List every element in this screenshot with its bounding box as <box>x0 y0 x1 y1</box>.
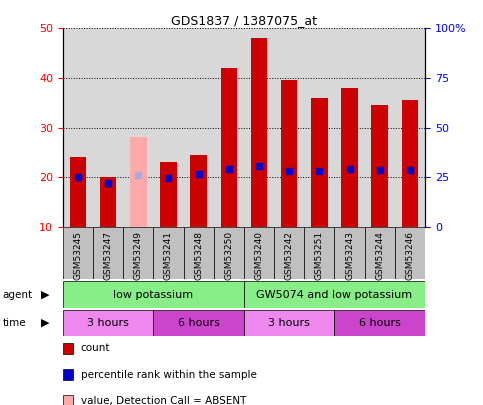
Text: 3 hours: 3 hours <box>87 318 129 328</box>
Text: percentile rank within the sample: percentile rank within the sample <box>81 370 256 379</box>
Bar <box>63 227 93 279</box>
Bar <box>190 155 207 227</box>
Text: GSM53241: GSM53241 <box>164 231 173 280</box>
Text: GSM53248: GSM53248 <box>194 231 203 280</box>
Bar <box>70 157 86 227</box>
Bar <box>334 227 365 279</box>
Text: value, Detection Call = ABSENT: value, Detection Call = ABSENT <box>81 396 246 405</box>
Text: GSM53251: GSM53251 <box>315 231 324 280</box>
Text: ▶: ▶ <box>41 290 50 300</box>
Text: GSM53249: GSM53249 <box>134 231 143 280</box>
Text: low potassium: low potassium <box>114 290 193 300</box>
Text: GSM53244: GSM53244 <box>375 231 384 280</box>
Text: ▶: ▶ <box>41 318 50 328</box>
Bar <box>244 310 334 336</box>
Bar <box>213 227 244 279</box>
Text: GSM53243: GSM53243 <box>345 231 354 280</box>
Text: count: count <box>81 343 110 353</box>
Bar <box>130 138 146 227</box>
Text: GSM53240: GSM53240 <box>255 231 264 280</box>
Bar <box>304 227 334 279</box>
Bar <box>154 227 184 279</box>
Bar <box>221 68 237 227</box>
Bar <box>184 227 213 279</box>
Text: GSM53247: GSM53247 <box>103 231 113 280</box>
Bar <box>160 162 177 227</box>
Bar <box>244 227 274 279</box>
Bar <box>371 105 388 227</box>
Text: 3 hours: 3 hours <box>268 318 310 328</box>
Bar <box>311 98 327 227</box>
Bar <box>244 281 425 308</box>
Bar <box>281 81 298 227</box>
Bar <box>341 88 358 227</box>
Bar <box>63 310 154 336</box>
Bar <box>402 100 418 227</box>
Text: GSM53245: GSM53245 <box>73 231 83 280</box>
Text: 6 hours: 6 hours <box>359 318 401 328</box>
Bar <box>63 281 244 308</box>
Text: agent: agent <box>2 290 32 300</box>
Bar <box>365 227 395 279</box>
Bar <box>100 177 116 227</box>
Bar <box>395 227 425 279</box>
Bar <box>123 227 154 279</box>
Text: time: time <box>2 318 26 328</box>
Bar <box>93 227 123 279</box>
Text: GSM53242: GSM53242 <box>284 231 294 280</box>
Text: GSM53250: GSM53250 <box>224 231 233 280</box>
Bar <box>274 227 304 279</box>
Text: GSM53246: GSM53246 <box>405 231 414 280</box>
Bar <box>154 310 244 336</box>
Text: 6 hours: 6 hours <box>178 318 220 328</box>
Bar <box>334 310 425 336</box>
Bar <box>251 38 267 227</box>
Text: GW5074 and low potassium: GW5074 and low potassium <box>256 290 412 300</box>
Title: GDS1837 / 1387075_at: GDS1837 / 1387075_at <box>171 14 317 27</box>
